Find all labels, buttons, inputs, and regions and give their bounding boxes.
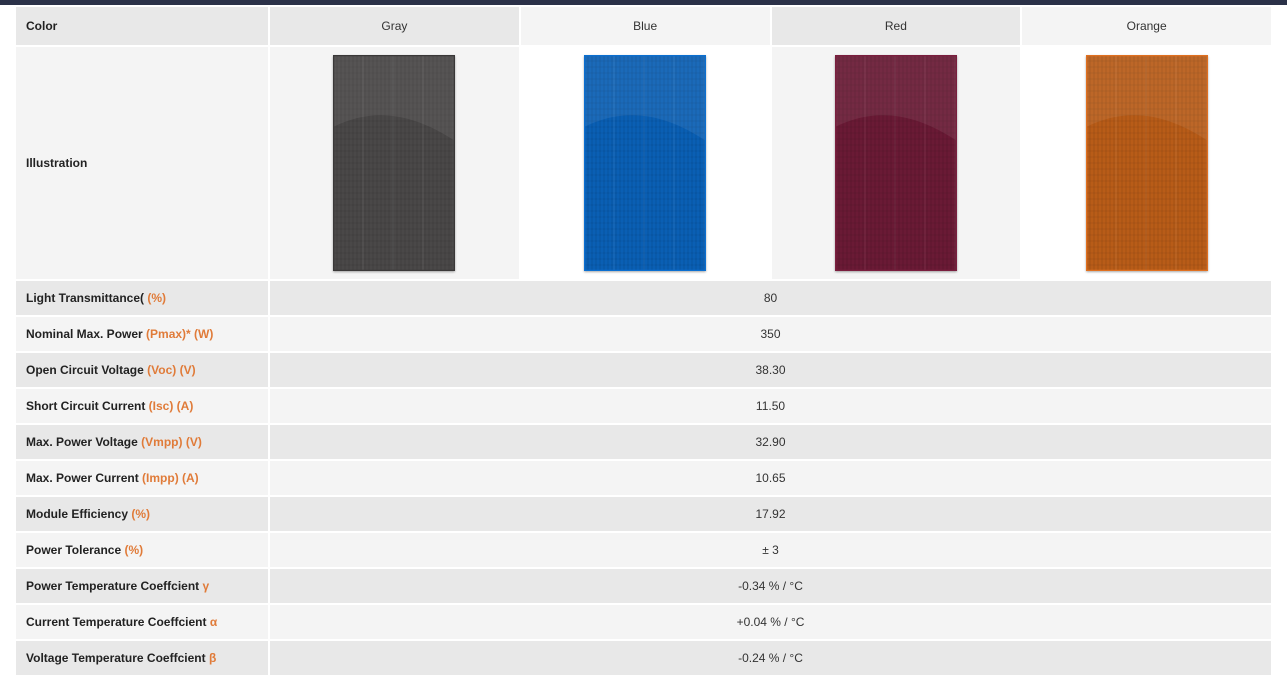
nominal-max-power-value: 350 xyxy=(270,317,1271,351)
module-efficiency-unit: (%) xyxy=(131,507,151,521)
voltage-temperature-coefficient-value: -0.24 % / °C xyxy=(270,641,1271,675)
max-power-current-label: Max. Power Current (Impp) (A) xyxy=(16,461,268,495)
max-power-voltage-label-text: Max. Power Voltage xyxy=(26,435,142,449)
short-circuit-current-value: 11.50 xyxy=(270,389,1271,423)
column-red: Red xyxy=(771,7,1021,45)
current-temperature-coefficient-label: Current Temperature Coeffcient α xyxy=(16,605,268,639)
current-temperature-coefficient-value: +0.04 % / °C xyxy=(270,605,1271,639)
light-transmittance-label: Light Transmittance( (%) xyxy=(16,281,268,315)
max-power-voltage-value: 32.90 xyxy=(270,425,1271,459)
power-temperature-coefficient-row: Power Temperature Coeffcient γ -0.34 % / … xyxy=(16,569,1271,603)
power-tolerance-row: Power Tolerance (%) ± 3 xyxy=(16,533,1271,567)
blue-panel-cell xyxy=(520,47,770,279)
current-temperature-coefficient-row: Current Temperature Coeffcient α +0.04 % … xyxy=(16,605,1271,639)
light-transmittance-value: 80 xyxy=(270,281,1271,315)
column-gray: Gray xyxy=(270,7,519,45)
short-circuit-current-label-text: Short Circuit Current xyxy=(26,399,149,413)
gray-panel-cell xyxy=(270,47,519,279)
open-circuit-voltage-label: Open Circuit Voltage (Voc) (V) xyxy=(16,353,268,387)
illustration-label: Illustration xyxy=(16,47,268,279)
light-transmittance-label-text: Light Transmittance( xyxy=(26,291,148,305)
voltage-temperature-coefficient-unit: β xyxy=(208,651,217,665)
nominal-max-power-label: Nominal Max. Power (Pmax)* (W) xyxy=(16,317,268,351)
power-tolerance-label-text: Power Tolerance xyxy=(26,543,125,557)
top-bar xyxy=(0,0,1287,5)
spec-table-wrapper: Color Gray Blue Red Orange Illustration xyxy=(0,5,1287,677)
module-efficiency-value: 17.92 xyxy=(270,497,1271,531)
orange-panel-cell xyxy=(1022,47,1271,279)
open-circuit-voltage-unit: (Voc) (V) xyxy=(147,363,196,377)
max-power-current-label-text: Max. Power Current xyxy=(26,471,143,485)
column-blue: Blue xyxy=(520,7,770,45)
power-tolerance-value: ± 3 xyxy=(270,533,1271,567)
color-label: Color xyxy=(16,7,268,45)
open-circuit-voltage-value: 38.30 xyxy=(270,353,1271,387)
blue-panel-image xyxy=(584,55,707,271)
column-orange: Orange xyxy=(1022,7,1271,45)
max-power-current-unit: (Impp) (A) xyxy=(142,471,199,485)
nominal-max-power-row: Nominal Max. Power (Pmax)* (W) 350 xyxy=(16,317,1271,351)
voltage-temperature-coefficient-row: Voltage Temperature Coeffcient β -0.24 % … xyxy=(16,641,1271,675)
short-circuit-current-row: Short Circuit Current (Isc) (A) 11.50 xyxy=(16,389,1271,423)
module-efficiency-label: Module Efficiency (%) xyxy=(16,497,268,531)
nominal-max-power-unit: (Pmax)* (W) xyxy=(146,327,214,341)
max-power-current-row: Max. Power Current (Impp) (A) 10.65 xyxy=(16,461,1271,495)
module-efficiency-label-text: Module Efficiency xyxy=(26,507,132,521)
voltage-temperature-coefficient-label-text: Voltage Temperature Coeffcient xyxy=(26,651,209,665)
power-tolerance-unit: (%) xyxy=(124,543,144,557)
max-power-voltage-unit: (Vmpp) (V) xyxy=(141,435,202,449)
max-power-voltage-row: Max. Power Voltage (Vmpp) (V) 32.90 xyxy=(16,425,1271,459)
spec-table: Color Gray Blue Red Orange Illustration xyxy=(14,5,1273,677)
short-circuit-current-unit: (Isc) (A) xyxy=(148,399,194,413)
gray-panel-image xyxy=(333,55,456,271)
power-temperature-coefficient-label: Power Temperature Coeffcient γ xyxy=(16,569,268,603)
short-circuit-current-label: Short Circuit Current (Isc) (A) xyxy=(16,389,268,423)
light-transmittance-unit: (%) xyxy=(147,291,167,305)
illustration-row: Illustration xyxy=(16,47,1271,279)
voltage-temperature-coefficient-label: Voltage Temperature Coeffcient β xyxy=(16,641,268,675)
current-temperature-coefficient-label-text: Current Temperature Coeffcient xyxy=(26,615,210,629)
open-circuit-voltage-row: Open Circuit Voltage (Voc) (V) 38.30 xyxy=(16,353,1271,387)
red-panel-image xyxy=(834,55,957,271)
light-transmittance-row: Light Transmittance( (%) 80 xyxy=(16,281,1271,315)
max-power-current-value: 10.65 xyxy=(270,461,1271,495)
nominal-max-power-label-text: Nominal Max. Power xyxy=(26,327,147,341)
current-temperature-coefficient-unit: α xyxy=(209,615,218,629)
power-tolerance-label: Power Tolerance (%) xyxy=(16,533,268,567)
open-circuit-voltage-label-text: Open Circuit Voltage xyxy=(26,363,148,377)
orange-panel-image xyxy=(1085,55,1208,271)
power-temperature-coefficient-unit: γ xyxy=(202,579,210,593)
max-power-voltage-label: Max. Power Voltage (Vmpp) (V) xyxy=(16,425,268,459)
module-efficiency-row: Module Efficiency (%) 17.92 xyxy=(16,497,1271,531)
spec-data-rows: Light Transmittance( (%) 80 Nominal Max. P… xyxy=(16,281,1271,675)
power-temperature-coefficient-value: -0.34 % / °C xyxy=(270,569,1271,603)
color-header-row: Color Gray Blue Red Orange xyxy=(16,7,1271,45)
power-temperature-coefficient-label-text: Power Temperature Coeffcient xyxy=(26,579,203,593)
red-panel-cell xyxy=(771,47,1021,279)
